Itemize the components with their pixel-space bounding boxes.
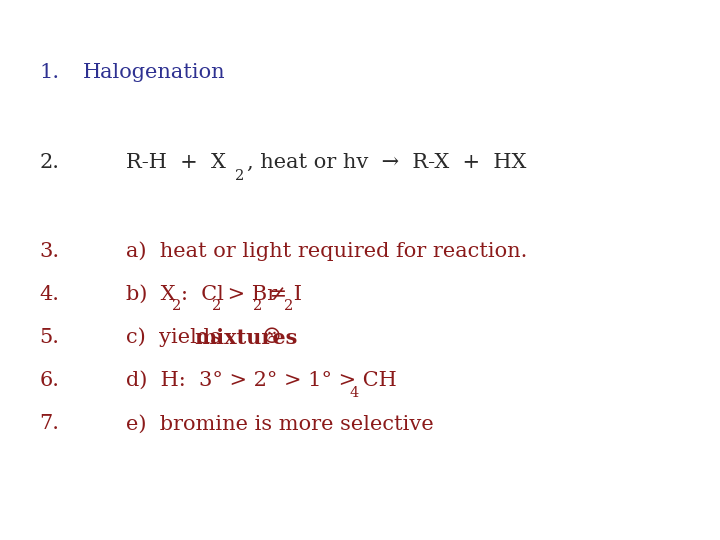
Text: 7.: 7. xyxy=(40,414,60,434)
Text: 2: 2 xyxy=(284,299,294,313)
Text: d)  H:  3° > 2° > 1° > CH: d) H: 3° > 2° > 1° > CH xyxy=(126,371,397,390)
Text: 3.: 3. xyxy=(40,241,60,261)
Text: 2: 2 xyxy=(235,168,245,183)
Text: e)  bromine is more selective: e) bromine is more selective xyxy=(126,414,433,434)
Text: Halogenation: Halogenation xyxy=(83,63,225,83)
Text: 1.: 1. xyxy=(40,63,60,83)
Text: 6.: 6. xyxy=(40,371,60,390)
Text: 2: 2 xyxy=(253,299,263,313)
Text: c)  yields: c) yields xyxy=(126,328,228,347)
Text: 2: 2 xyxy=(172,299,181,313)
Text: 4: 4 xyxy=(349,386,359,400)
Text: :  Cl: : Cl xyxy=(181,285,225,304)
Text: ☹: ☹ xyxy=(256,328,281,347)
Text: b)  X: b) X xyxy=(126,285,176,304)
Text: a)  heat or light required for reaction.: a) heat or light required for reaction. xyxy=(126,241,527,261)
Text: 4.: 4. xyxy=(40,285,60,304)
Text: , heat or hv  →  R-X  +  HX: , heat or hv → R-X + HX xyxy=(247,152,526,172)
Text: ≠ I: ≠ I xyxy=(263,285,302,304)
Text: 2.: 2. xyxy=(40,152,60,172)
Text: mixtures: mixtures xyxy=(194,327,298,348)
Text: R-H  +  X: R-H + X xyxy=(126,152,226,172)
Text: > Br: > Br xyxy=(221,285,277,304)
Text: 5.: 5. xyxy=(40,328,60,347)
Text: 2: 2 xyxy=(212,299,222,313)
